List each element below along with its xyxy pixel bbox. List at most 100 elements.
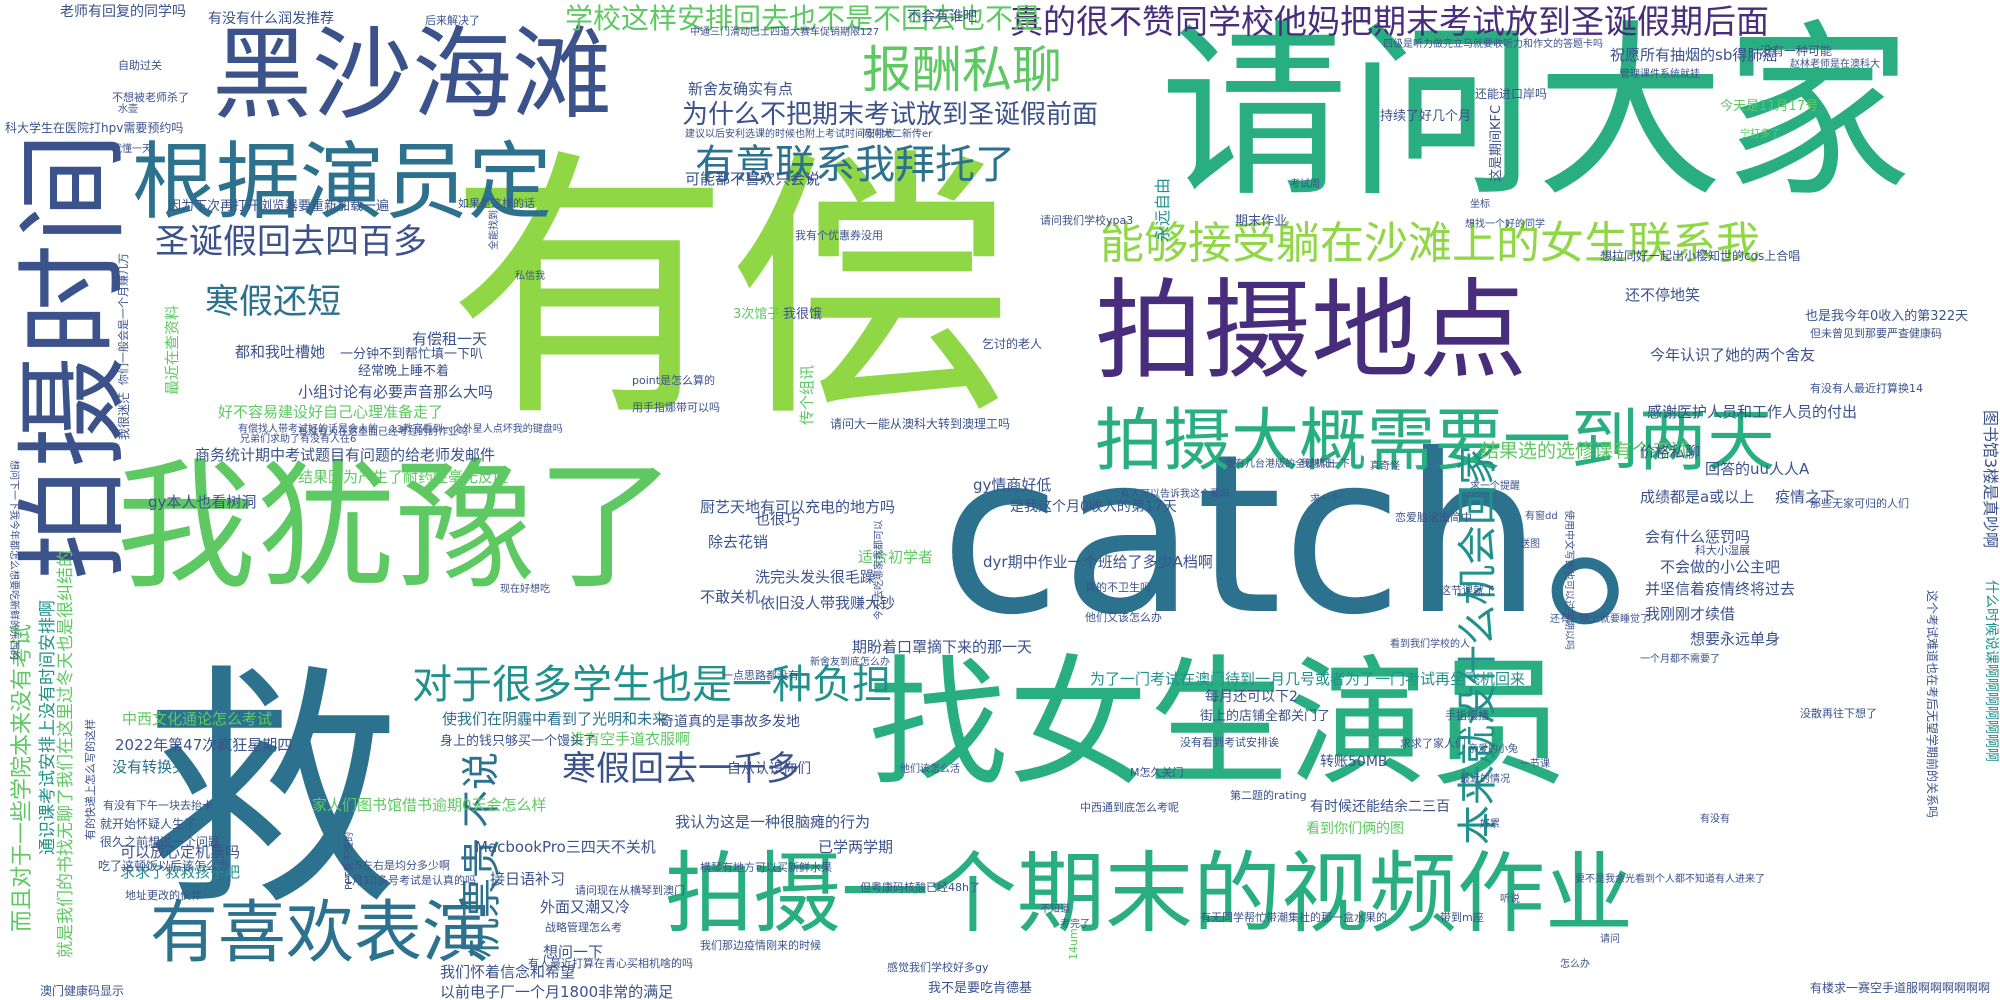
word-aomen-jiankangma: 澳门健康码显示 — [40, 984, 125, 998]
word-paishe-shijian: 拍摄时间 — [9, 132, 139, 580]
word-xin-sheyou-daodi: 新舍友到底怎么办 — [810, 657, 890, 668]
word-wo-hen-e: 我很饿 — [783, 307, 823, 322]
word-you-meiyou-runfa: 有没有什么润发推荐 — [208, 11, 334, 27]
word-shei-you-kong: 谁有空手道衣服啊 — [570, 730, 691, 748]
word-women-nabian: 我们那边疫情刚来的时候 — [700, 939, 821, 952]
word-shiyong-zhongwen: 使用中文写的也可以过学期以吗 — [1563, 510, 1574, 650]
word-haoburongyi: 好不容易建设好自己心理准备走了 — [218, 403, 444, 421]
word-chuyi-tiandi: 厨艺天地有可以充电的地方吗 — [700, 498, 896, 516]
word-jieguo-xuanxiu: 结果选的选修课有个考试 — [1480, 440, 1690, 462]
word-kaoshi-zhou: 考试周 — [1290, 179, 1320, 190]
word-jiushi-women: 就是我们的书找无聊了我们在这里过冬天也是很纠结的 — [56, 550, 76, 958]
word-buxiang-bei: 不想被老师杀了 — [112, 91, 189, 104]
word-tongshike: 通识课考试安排上没有时间安排啊 — [38, 600, 58, 855]
word-qimo-zuoye: 期末作业 — [1235, 214, 1288, 229]
word-you-wu-tongxue: 有无同学帮忙带潮集社的那一盒水果的 — [1200, 911, 1387, 924]
word-hao-lei: 好累 — [1480, 819, 1500, 830]
word-14um: 14um — [1067, 928, 1080, 960]
word-qingwen-women-xuexiao: 请问我们学校ypa3 — [1040, 214, 1134, 227]
word-quan-neng-zhaodao: 全能找到 — [489, 210, 500, 250]
word-zhaolin-laoshi: 赵林老师是在澳科大 — [1790, 59, 1880, 70]
word-meisan: 没散再往下想了 — [1800, 707, 1877, 720]
word-xuexiao-zheyang: 学校这样安排回去也不是不回去也不是 — [565, 2, 1042, 35]
word-zhende-henbu-zantong: 真的很不赞同学校他妈把期末考试放到圣诞假期后面 — [1010, 2, 1769, 41]
word-huida-de-uu: 回答的uu人人A — [1705, 460, 1810, 478]
word-haibu-tingdi: 还不停地笑 — [1625, 286, 1701, 304]
word-ppt: PPT看不懂的 — [344, 831, 355, 890]
word-dyr: dyr期中作业一个班给了多少A档啊 — [983, 553, 1213, 571]
word-youren-keyi: 有人可以告诉我这个要吗 — [1120, 489, 1230, 500]
word-zhanlue-guanli: 战略管理怎么考 — [545, 921, 622, 934]
word-jinnian-renshi: 今年认识了她的两个舍友 — [1650, 346, 1816, 364]
word-baochou-siliao: 报酬私聊 — [862, 41, 1062, 99]
word-chuange-zuxun: 传个组讯 — [798, 364, 816, 425]
word-qiu-yige-tixing: 求一个提醒 — [1470, 481, 1520, 492]
word-zhuanzhang: 转账50MB — [1320, 754, 1388, 770]
word-buhui-you-sheiba: 不会有谁吧 — [907, 9, 977, 25]
word-tamen-gai: 他们该怎么活 — [900, 764, 960, 775]
word-1yue: 1月10多号考试是认真的吗 — [345, 874, 476, 887]
word-ye-henqiao: 也很巧 — [755, 510, 801, 528]
word-zuijin-zai-cha: 最近在查资料 — [163, 304, 181, 395]
word-qiu-yige: 求一个 — [1310, 494, 1340, 505]
word-duiyu-henduo-xuesheng: 对于很多学生也是一种负担 — [412, 662, 892, 708]
word-youchang-zhao-ren: 有偿找人带考试好的话是会人的 — [238, 424, 378, 435]
word-jiu: 救 — [145, 644, 401, 941]
word-dan-weiceng: 但未曾见到那要严查健康码 — [1810, 327, 1942, 340]
word-yiqian-dianzichang: 以前电子厂一个月1800非常的满足 — [440, 983, 674, 1000]
word-hanjia-yiqianduo: 寒假回去一千多 — [562, 749, 800, 789]
word-hanjia-huanduan: 寒假还短 — [205, 282, 341, 322]
word-bu-zhidao: 不知道 — [1040, 904, 1070, 915]
word-laoshi: 老师有回复的同学吗 — [60, 4, 186, 20]
word-you-chuang-dd: 有窗dd — [1525, 511, 1558, 522]
word-shenme-shihou: 什么时候说课啊啊啊啊啊啊啊 — [1983, 580, 1999, 762]
word-erqie-duiyu: 而且对于一些学院本来没有考试 — [10, 623, 35, 932]
word-gy-benren: gy本人也看树洞 — [148, 493, 257, 511]
word-3ci-guanzi: 3次馆子 — [733, 307, 781, 322]
word-yong-shouzhi: 用手指娜带可以吗 — [632, 401, 720, 414]
word-ning-da-duo-le: 宁打多了 — [1740, 129, 1780, 140]
word-jipiao-gui: 机票贵 — [459, 838, 505, 958]
word-macbookpro: MacbookPro三四天不关机 — [475, 838, 656, 856]
word-yi-fenzhong: 一分钟不到帮忙填一下叭 — [340, 347, 484, 362]
word-youchang-zu: 有偿租一天 — [412, 330, 488, 348]
word-m-zenjiu: M怎久关门 — [1130, 766, 1184, 779]
word-chile-zhedun: 吃了这顿饭以后该怎么办 — [98, 859, 231, 873]
word-shengdan-jia-sibai: 圣诞假回去四百多 — [155, 222, 427, 262]
word-you-chang: 有偿 — [448, 126, 1012, 455]
word-meiyou-kandao: 没有看到考试安排诶 — [1180, 736, 1279, 749]
word-yinwei-xiaci: 因为下次再打开浏览器要重新加载一遍 — [168, 199, 390, 214]
word-xiang-zhao: 想找一个好的同学 — [1465, 219, 1545, 230]
word-qipan: 期盼着口罩摘下来的那一天 — [852, 638, 1033, 656]
word-paishe-qimo-shipin: 拍摄一个期末的视频作业 — [665, 842, 1634, 945]
word-henjiu-zhiqian: 很久之前想过一个问题 — [100, 835, 221, 849]
word-shangwu-tongji: 商务统计期中考试题目有问题的给老师发邮件 — [195, 446, 496, 464]
word-shuihu: 水壶 — [118, 104, 138, 115]
word-zhen-qiguai: 真奇怪 — [1370, 461, 1400, 472]
word-qidao: 奇道真的是事故多发地 — [660, 714, 800, 730]
word-wo-xiang-wen: 我想问一下 — [1300, 459, 1350, 470]
word-yiqing-zhixia: 疫情之下 — [1775, 488, 1836, 506]
word-meiyue: 每月还可以下2 — [1205, 689, 1298, 705]
word-zhuyuan: 祝愿所有抽烟的sb得肺癌 — [1610, 46, 1778, 64]
word-paishe-didian: 拍摄地点 — [1095, 269, 1528, 394]
word-yeshi-wo-jinnian: 也是我今年0收入的第322天 — [1805, 309, 1969, 324]
word-bing-jianxin: 并坚信着疫情终将过去 — [1645, 580, 1796, 598]
word-gy-qingshang: gy情商好低 — [973, 476, 1052, 494]
word-jingchang: 经常晚上睡不着 — [358, 364, 450, 379]
word-chuqu-huaxiao: 除去花销 — [708, 533, 769, 551]
word-naxie-wujia: 那些无家可归的人们 — [1810, 497, 1909, 510]
word-weile-yimen: 为了一门考试在澳门待到一月几号或者为了一门考试再坐飞机回来 — [1090, 670, 1526, 688]
word-songtu: 送图 — [1520, 539, 1540, 550]
word-heisha-haitan: 黑沙海滩 — [212, 16, 612, 133]
word-wo-hen-mimang: 我很迷茫 — [117, 391, 131, 440]
word-dierti: 第二题的rating — [1230, 789, 1307, 802]
word-waimian: 外面又潮又冷 — [540, 898, 631, 916]
word-qingwen: 请问 — [1600, 934, 1620, 945]
word-jieshang-de-diangpu: 街上的店铺全都关门了 — [1200, 709, 1331, 724]
word-yijie-ke: 一节课 — [1520, 759, 1550, 770]
word-jiu-dong-yitian: 就懂一天 — [112, 144, 152, 155]
word-jie-riyu: 接日语补习 — [490, 870, 566, 888]
word-bugan-guanji: 不敢关机 — [700, 588, 761, 606]
